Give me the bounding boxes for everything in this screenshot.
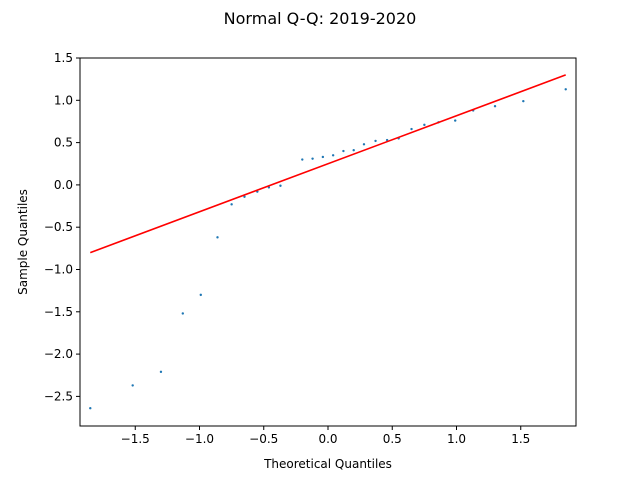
data-point [564, 88, 567, 91]
data-point [311, 157, 314, 160]
data-point [159, 370, 163, 374]
y-tick-label: 0.5 [54, 136, 73, 150]
y-tick-label: 0.0 [54, 178, 73, 192]
y-tick-label: 1.0 [54, 93, 73, 107]
data-point [362, 143, 366, 146]
plot-content [89, 74, 567, 410]
y-axis-ticks: −2.5 −2.0 −1.5 −1.0 −0.5 0.0 0.5 1.0 1.5 [44, 51, 80, 403]
reference-line [89, 74, 567, 254]
data-point [89, 407, 92, 410]
data-point [321, 155, 325, 159]
x-tick-label: 0.0 [318, 432, 337, 446]
x-tick-label: 1.5 [511, 432, 530, 446]
x-tick-label: −1.0 [185, 432, 214, 446]
data-point [423, 123, 426, 127]
data-point [216, 236, 219, 239]
x-axis-label: Theoretical Quantiles [263, 457, 392, 471]
x-tick-label: −0.5 [249, 432, 278, 446]
data-point [243, 195, 246, 198]
data-point [331, 154, 335, 157]
data-point [301, 158, 304, 161]
data-point [230, 203, 233, 206]
y-tick-label: −1.0 [44, 262, 73, 276]
data-point [454, 119, 457, 122]
data-point [374, 139, 377, 143]
data-point [410, 127, 413, 131]
chart-title: Normal Q-Q: 2019-2020 [224, 9, 417, 28]
x-axis-ticks: −1.5 −1.0 −0.5 0.0 0.5 1.0 1.5 [121, 426, 530, 446]
data-point [493, 105, 497, 108]
data-point [352, 149, 355, 152]
data-point [279, 184, 282, 187]
x-tick-label: 0.5 [383, 432, 402, 446]
data-point [522, 99, 525, 103]
y-tick-label: −0.5 [44, 220, 73, 234]
plot-frame [79, 57, 577, 427]
y-tick-label: 1.5 [54, 51, 73, 65]
data-point [199, 293, 202, 297]
y-tick-label: −2.5 [44, 389, 73, 403]
y-tick-label: −2.0 [44, 347, 73, 361]
data-point [181, 312, 184, 315]
x-tick-label: −1.5 [121, 432, 150, 446]
data-point [131, 384, 134, 387]
data-point [342, 149, 345, 153]
x-tick-label: 1.0 [447, 432, 466, 446]
y-axis-label: Sample Quantiles [16, 189, 30, 295]
y-tick-label: −1.5 [44, 305, 73, 319]
